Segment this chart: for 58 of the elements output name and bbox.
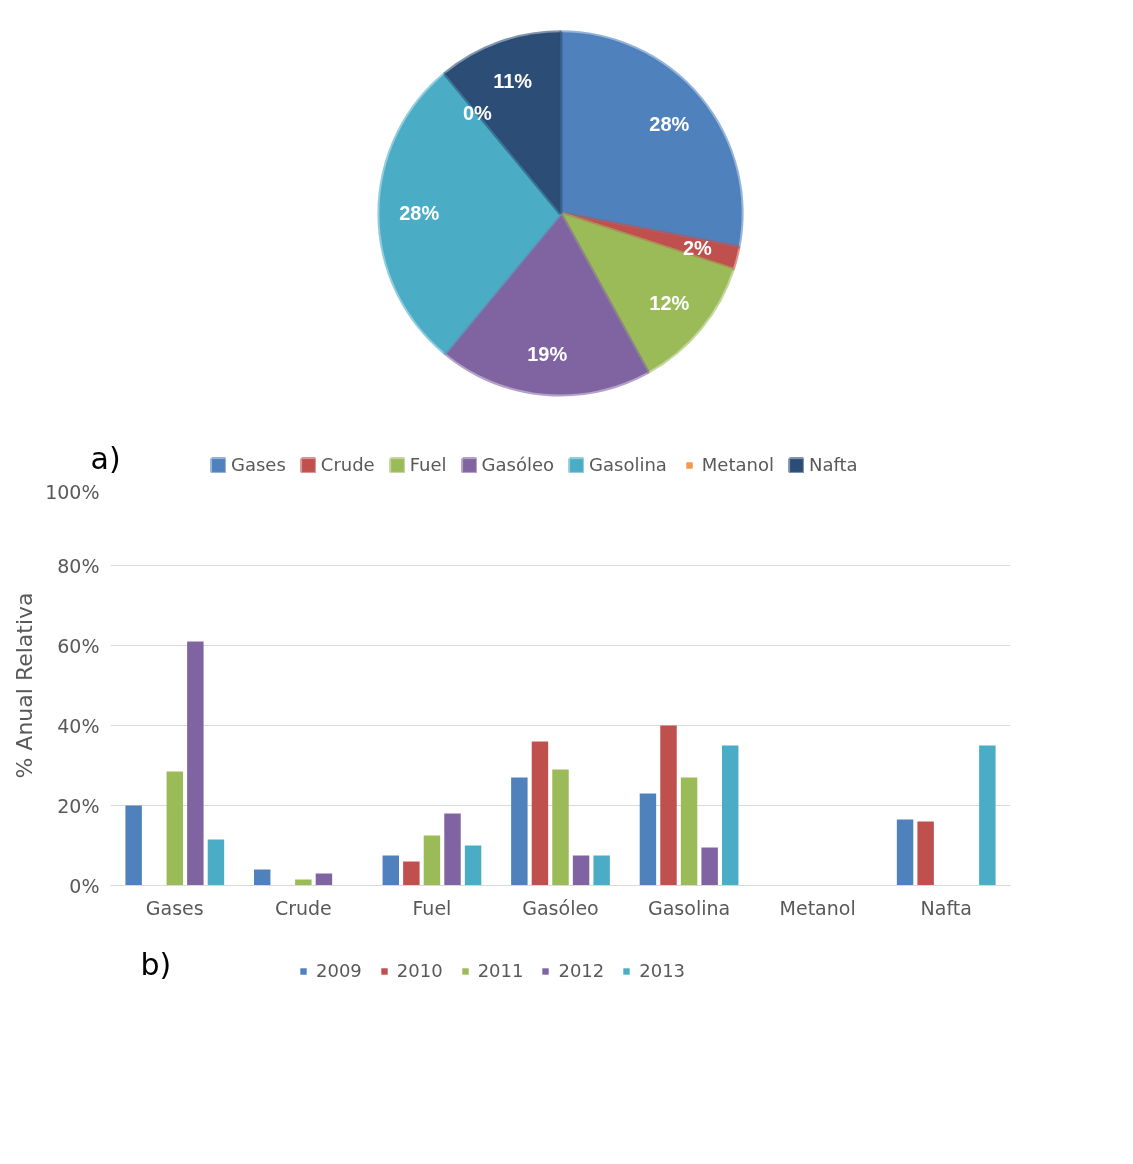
x-tick-label: Nafta (920, 896, 972, 919)
bar (979, 745, 996, 886)
bar (701, 847, 718, 886)
legend-label: 2010 (396, 960, 443, 981)
y-tick-label: 100% (45, 480, 100, 503)
y-axis-title: % Anual Relativa (12, 592, 38, 779)
data-label: 28% (399, 202, 440, 225)
x-tick-label: Fuel (412, 896, 452, 919)
legend-label: Crude (320, 454, 375, 475)
data-label: 11% (493, 69, 533, 92)
legend-label: Metanol (701, 454, 774, 475)
data-label: 28% (649, 112, 690, 135)
y-tick-label: 80% (57, 554, 100, 577)
bar (207, 839, 225, 886)
bar (552, 769, 569, 886)
x-tick-label: Metanol (779, 896, 856, 919)
x-tick-label: Gases (145, 896, 204, 919)
bar (917, 821, 934, 886)
bar (125, 805, 142, 886)
bar (639, 793, 657, 886)
data-label: 12% (649, 292, 690, 315)
legend-label: Gasóleo (481, 454, 555, 475)
x-tick-label: Crude (274, 896, 332, 919)
legend-label: 2013 (639, 960, 686, 981)
bar (423, 835, 441, 886)
bar (403, 861, 420, 886)
bar (721, 745, 739, 886)
bar (531, 741, 549, 886)
legend-label: Gasolina (589, 454, 667, 475)
y-tick-label: 20% (57, 794, 100, 817)
y-tick-label: 0% (69, 874, 100, 897)
bar (660, 725, 677, 886)
bar (444, 813, 461, 886)
bar (896, 819, 914, 886)
text: b) (140, 946, 172, 982)
legend-label: 2009 (316, 960, 362, 981)
y-tick-label: 40% (57, 714, 100, 737)
bar (511, 777, 528, 886)
bar (253, 869, 271, 886)
data-label: 19% (527, 342, 568, 365)
legend-label: Fuel (409, 454, 447, 475)
bar (593, 855, 610, 886)
x-tick-label: Gasóleo (522, 896, 599, 919)
bar (187, 641, 204, 886)
bar (680, 777, 698, 886)
text: a) (90, 440, 121, 476)
x-tick-label: Gasolina (648, 896, 731, 919)
bar (382, 855, 400, 886)
bar (166, 771, 184, 886)
y-tick-label: 60% (57, 634, 100, 657)
legend-label: Gases (231, 454, 286, 475)
legend-label: 2012 (558, 960, 605, 981)
data-label: 2% (682, 237, 713, 260)
legend-label: Nafta (808, 454, 858, 475)
legend-label: 2011 (477, 960, 524, 981)
bar (572, 855, 590, 886)
bar (464, 845, 482, 886)
text: 0% (462, 102, 492, 125)
